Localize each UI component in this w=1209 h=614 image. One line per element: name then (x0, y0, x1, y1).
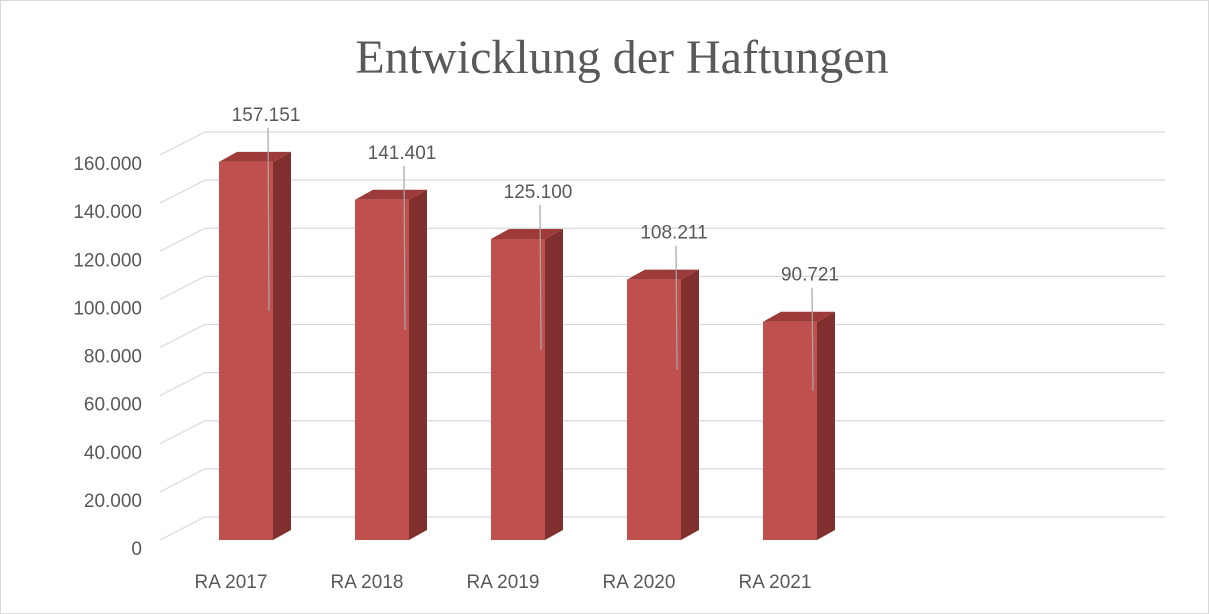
y-tick-label: 20.000 (84, 491, 142, 512)
y-tick-label: 40.000 (84, 443, 142, 464)
value-label: 141.401 (368, 143, 437, 164)
y-tick-label: 100.000 (73, 298, 142, 319)
x-tick-label: RA 2021 (739, 572, 812, 593)
value-label: 125.100 (504, 182, 573, 203)
bar-top (355, 189, 427, 200)
grid-line (159, 131, 1165, 156)
grid-line (159, 227, 1165, 252)
x-tick-label: RA 2019 (467, 572, 540, 593)
leader-line (539, 204, 542, 350)
y-tick-label: 160.000 (73, 154, 142, 175)
bar-side (545, 228, 563, 540)
bar (763, 321, 817, 540)
leader-line (811, 287, 814, 391)
x-tick-label: RA 2017 (195, 572, 268, 593)
bar-top (219, 151, 291, 162)
y-tick-label: 120.000 (73, 250, 142, 271)
y-tick-label: 60.000 (84, 395, 142, 416)
value-label: 157.151 (232, 105, 301, 126)
x-tick-label: RA 2018 (331, 572, 404, 593)
value-label: 90.721 (781, 265, 839, 286)
leader-line (403, 165, 406, 330)
y-tick-label: 140.000 (73, 202, 142, 223)
grid-line (159, 275, 1165, 300)
value-label: 108.211 (640, 223, 707, 244)
bar-top (491, 228, 563, 239)
grid-line (159, 468, 1165, 493)
chart-title: Entwicklung der Haftungen (355, 31, 888, 84)
bar (627, 279, 681, 540)
bar-side (409, 189, 427, 540)
bar (491, 238, 545, 540)
bar-top (627, 269, 699, 280)
bar-top (763, 311, 835, 322)
leader-line (675, 245, 678, 370)
grid-line (159, 323, 1165, 349)
grid-line (159, 420, 1165, 445)
bar (355, 199, 409, 540)
x-tick-label: RA 2020 (603, 572, 676, 593)
y-tick-label: 80.000 (84, 347, 142, 368)
bar (219, 161, 273, 540)
bar-side (817, 311, 835, 540)
grid-line (159, 179, 1165, 204)
grid-line (159, 516, 1165, 541)
leader-line (267, 127, 270, 311)
grid-line (159, 372, 1165, 397)
bar-side (273, 151, 291, 540)
bar-side (681, 269, 699, 540)
y-tick-label: 0 (131, 539, 142, 560)
